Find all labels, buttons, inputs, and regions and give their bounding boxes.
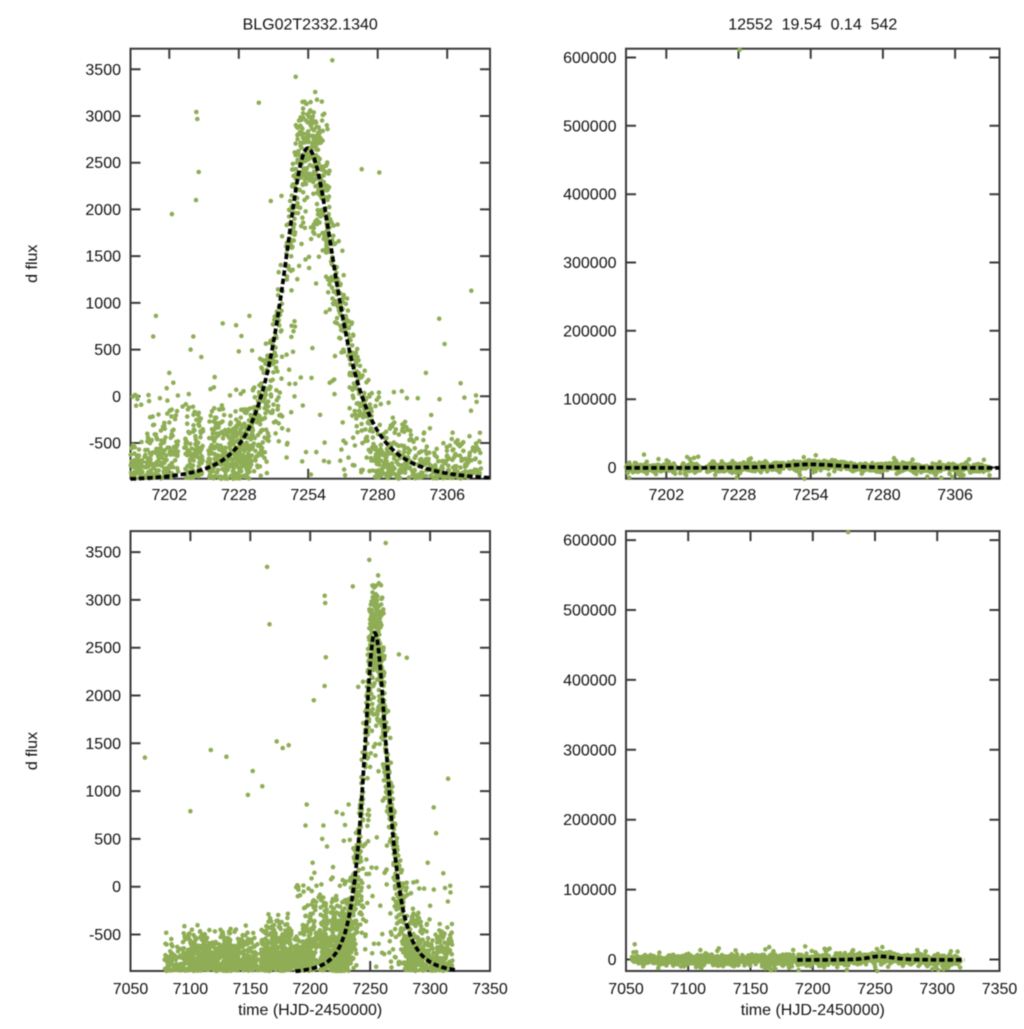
svg-text:0: 0 (112, 879, 121, 896)
svg-text:7300: 7300 (919, 981, 955, 998)
svg-text:3500: 3500 (85, 545, 121, 562)
svg-text:3000: 3000 (85, 109, 121, 126)
svg-text:400000: 400000 (563, 187, 616, 204)
svg-text:time (HJD-2450000): time (HJD-2450000) (238, 1002, 382, 1019)
svg-text:7228: 7228 (221, 487, 257, 504)
svg-text:7150: 7150 (233, 981, 269, 998)
svg-text:7100: 7100 (173, 981, 209, 998)
svg-text:600000: 600000 (563, 50, 616, 67)
svg-text:7200: 7200 (292, 981, 328, 998)
svg-text:400000: 400000 (563, 672, 616, 689)
svg-text:100000: 100000 (563, 882, 616, 899)
svg-text:BLG02T2332.1340: BLG02T2332.1340 (243, 17, 378, 34)
svg-text:2500: 2500 (85, 640, 121, 657)
svg-text:7306: 7306 (429, 487, 465, 504)
svg-text:7350: 7350 (472, 981, 508, 998)
svg-text:500000: 500000 (563, 603, 616, 620)
svg-text:7202: 7202 (152, 487, 188, 504)
svg-text:7300: 7300 (412, 981, 448, 998)
svg-text:7228: 7228 (721, 487, 757, 504)
svg-text:600000: 600000 (563, 533, 616, 550)
svg-text:0: 0 (608, 460, 617, 477)
svg-text:300000: 300000 (563, 742, 616, 759)
svg-text:2000: 2000 (85, 688, 121, 705)
svg-text:2500: 2500 (85, 155, 121, 172)
svg-text:7200: 7200 (795, 981, 831, 998)
svg-text:7254: 7254 (793, 487, 829, 504)
svg-text:0: 0 (112, 389, 121, 406)
svg-text:300000: 300000 (563, 255, 616, 272)
svg-text:2000: 2000 (85, 202, 121, 219)
svg-text:d flux: d flux (24, 245, 41, 283)
svg-text:7050: 7050 (113, 981, 149, 998)
svg-text:200000: 200000 (563, 812, 616, 829)
svg-text:12552 19.54 0.14 542: 12552 19.54 0.14 542 (728, 17, 897, 34)
svg-text:100000: 100000 (563, 392, 616, 409)
svg-text:7254: 7254 (290, 487, 326, 504)
svg-text:7306: 7306 (937, 487, 973, 504)
svg-text:1000: 1000 (85, 295, 121, 312)
svg-text:500: 500 (94, 831, 121, 848)
svg-text:1000: 1000 (85, 784, 121, 801)
svg-text:-500: -500 (89, 927, 121, 944)
svg-text:500: 500 (94, 342, 121, 359)
svg-text:-500: -500 (89, 436, 121, 453)
svg-text:1500: 1500 (85, 249, 121, 266)
svg-text:1500: 1500 (85, 736, 121, 753)
svg-text:7202: 7202 (649, 487, 685, 504)
svg-text:time (HJD-2450000): time (HJD-2450000) (741, 1002, 885, 1019)
svg-text:0: 0 (608, 952, 617, 969)
svg-text:7050: 7050 (608, 981, 644, 998)
svg-text:7280: 7280 (865, 487, 901, 504)
svg-text:7250: 7250 (352, 981, 388, 998)
svg-text:d flux: d flux (24, 732, 41, 770)
svg-text:200000: 200000 (563, 323, 616, 340)
svg-text:7100: 7100 (670, 981, 706, 998)
svg-text:7350: 7350 (982, 981, 1018, 998)
svg-text:7150: 7150 (733, 981, 769, 998)
svg-text:500000: 500000 (563, 118, 616, 135)
svg-text:7280: 7280 (360, 487, 396, 504)
svg-text:3500: 3500 (85, 62, 121, 79)
svg-text:7250: 7250 (857, 981, 893, 998)
svg-text:3000: 3000 (85, 592, 121, 609)
